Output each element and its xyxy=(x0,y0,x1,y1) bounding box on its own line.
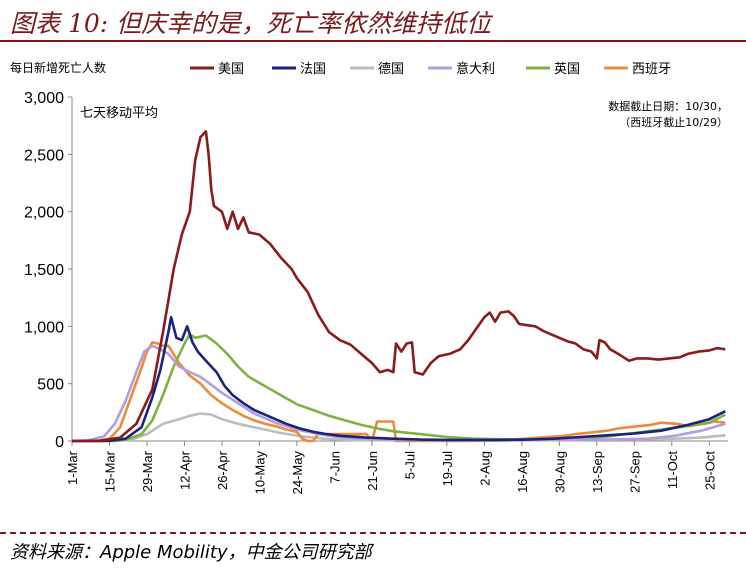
x-tick-label: 25-Oct xyxy=(702,451,717,490)
x-tick-label: 21-Jun xyxy=(365,451,380,491)
axes: 0 500 1,000 1,500 2,000 2,500 3,000 1-Mar 15-Mar… xyxy=(24,90,728,494)
x-tick-label: 16-Aug xyxy=(515,451,530,493)
y-tick-label: 0 xyxy=(55,434,64,451)
y-tick-label: 2,500 xyxy=(24,147,64,164)
x-tick-label: 29-Mar xyxy=(140,450,155,492)
source-rule xyxy=(0,532,746,534)
x-tick-label: 11-Oct xyxy=(665,451,680,489)
x-tick-label: 24-May xyxy=(290,451,305,495)
y-tick-label: 1,500 xyxy=(24,262,64,279)
chart-subtitle: 七天移动平均 xyxy=(80,106,158,121)
x-tick-label: 30-Aug xyxy=(552,451,567,493)
x-tick-label: 2-Aug xyxy=(477,451,492,486)
death-rate-line-chart: 每日新增死亡人数 美国 法国 德国 意大利 英国 西班牙 七天移动平均 数据截止日期：10… xyxy=(10,60,728,494)
y-tick-label: 1,000 xyxy=(24,319,64,336)
series-line-0 xyxy=(71,130,726,443)
legend-label: 德国 xyxy=(378,62,404,77)
legend-label: 西班牙 xyxy=(632,62,671,77)
x-tick-label: 12-Apr xyxy=(177,450,192,490)
title-rule xyxy=(0,40,746,42)
legend: 美国 法国 德国 意大利 英国 西班牙 xyxy=(190,61,671,77)
spain-cutoff-note: （西班牙截止10/29） xyxy=(619,115,728,129)
legend-label: 美国 xyxy=(218,62,244,77)
x-tick-label: 26-Apr xyxy=(215,450,230,490)
x-tick-label: 27-Sep xyxy=(627,451,642,493)
y-tick-label: 2,000 xyxy=(24,205,64,222)
legend-label: 法国 xyxy=(300,62,326,77)
x-tick-label: 1-Mar xyxy=(65,450,80,485)
x-tick-label: 7-Jun xyxy=(327,451,342,484)
series-line-5 xyxy=(71,341,726,443)
x-tick-label: 10-May xyxy=(252,451,267,495)
y-tick-label: 500 xyxy=(37,377,64,394)
data-cutoff-note: 数据截止日期：10/30， xyxy=(608,99,728,113)
x-tick-label: 19-Jul xyxy=(440,451,455,487)
source-note: 资料来源：Apple Mobility，中金公司研究部 xyxy=(10,542,372,563)
legend-label: 英国 xyxy=(554,62,580,77)
series-line-1 xyxy=(71,315,726,443)
y-axis-label: 每日新增死亡人数 xyxy=(10,60,106,75)
legend-label: 意大利 xyxy=(456,61,495,77)
x-tick-label: 5-Jul xyxy=(402,451,417,479)
x-tick-label: 15-Mar xyxy=(102,450,117,492)
figure-title: 图表 10: 但庆幸的是，死亡率依然维持低位 xyxy=(10,9,492,38)
x-tick-label: 13-Sep xyxy=(590,451,605,493)
series-lines xyxy=(71,130,726,443)
y-tick-label: 3,000 xyxy=(24,90,64,107)
